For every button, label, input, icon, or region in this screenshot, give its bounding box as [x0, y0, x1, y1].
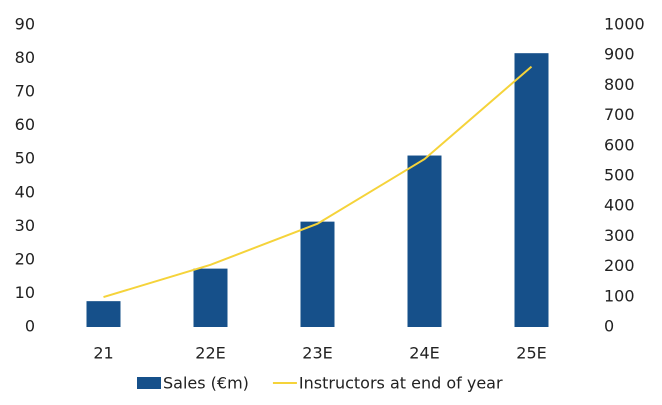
y-tick-label: 0 [25, 317, 35, 336]
legend-swatch [137, 377, 161, 389]
y-tick-label: 60 [15, 115, 35, 134]
y-tick-label: 20 [15, 249, 35, 268]
bar [514, 53, 549, 327]
bar [193, 268, 228, 327]
y-tick-label: 70 [15, 82, 35, 101]
x-tick-label: 25E [516, 344, 546, 363]
y2-tick-label: 800 [604, 75, 635, 94]
x-tick-label: 21 [93, 344, 113, 363]
legend-label: Sales (€m) [163, 374, 249, 393]
y2-tick-label: 300 [604, 226, 635, 245]
y2-tick-label: 700 [604, 105, 635, 124]
y-tick-label: 50 [15, 149, 35, 168]
y2-tick-label: 500 [604, 166, 635, 185]
y-tick-label: 30 [15, 216, 35, 235]
y2-tick-label: 600 [604, 135, 635, 154]
y2-tick-label: 900 [604, 45, 635, 64]
y-tick-label: 40 [15, 182, 35, 201]
y2-tick-label: 400 [604, 196, 635, 215]
y2-tick-label: 100 [604, 286, 635, 305]
x-tick-label: 24E [409, 344, 439, 363]
line [103, 65, 533, 299]
y-tick-label: 10 [15, 283, 35, 302]
y2-tick-label: 1000 [604, 15, 645, 34]
y2-tick-label: 0 [604, 317, 614, 336]
y-tick-label: 80 [15, 48, 35, 67]
y2-tick-label: 200 [604, 256, 635, 275]
y-tick-label: 90 [15, 15, 35, 34]
bar [407, 155, 442, 327]
x-tick-label: 22E [195, 344, 225, 363]
bar [86, 301, 121, 327]
x-tick-label: 23E [302, 344, 332, 363]
bar [300, 221, 335, 327]
legend-label: Instructors at end of year [299, 374, 503, 393]
